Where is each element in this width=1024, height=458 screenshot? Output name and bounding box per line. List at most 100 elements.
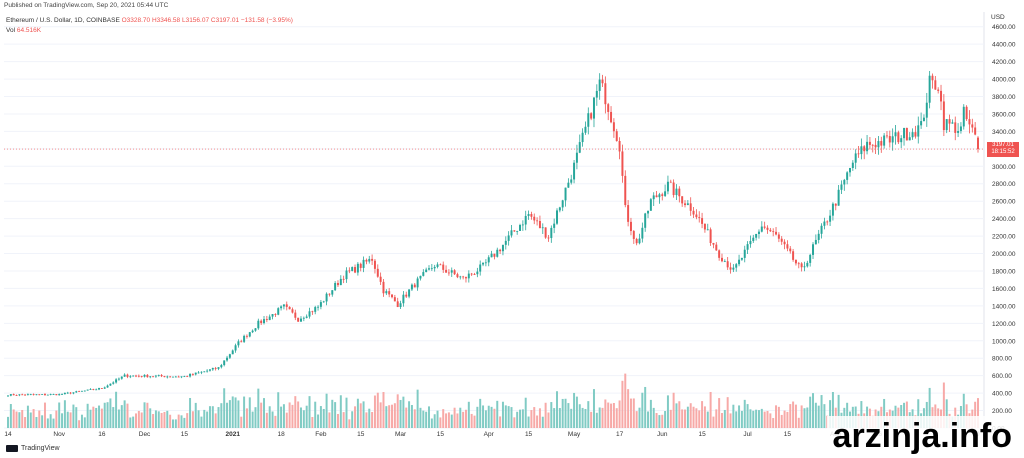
candle-body [263,319,266,324]
volume-bar [41,415,44,428]
volume-bar [519,409,522,428]
candle-body [342,278,345,280]
candle-body [379,276,382,282]
volume-bar [794,404,797,428]
volume-bar [280,406,283,428]
candle-body [777,234,780,239]
volume-bar [829,400,832,428]
volume-bar [220,403,223,428]
candle-body [607,104,610,112]
volume-bar [214,413,217,428]
volume-bar [447,412,450,428]
volume-bar [610,403,613,428]
last-price-value: 3197.01 [992,142,1014,149]
bar-countdown: 18:15:52 [991,149,1015,156]
volume-bar [21,409,24,428]
volume-bar [740,410,743,428]
candle-body [402,294,405,304]
candle-body [245,335,248,337]
candle-body [277,308,280,315]
volume-label[interactable]: Vol [6,27,16,34]
price-tick-label: 2600.00 [992,199,1016,206]
volume-bar [297,401,300,428]
candle-body [592,97,595,119]
volume-bar [29,412,32,428]
volume-bar [823,404,826,428]
volume-bar [18,412,21,428]
candle-body [388,291,391,295]
candle-body [962,106,965,127]
candle-body [112,382,115,384]
candle-body [302,317,305,319]
volume-bar [32,409,35,428]
candle-body [132,375,135,377]
candle-body [911,132,914,138]
volume-bar [393,403,396,428]
candle-body [43,394,46,395]
candle-body [447,272,450,274]
candle-body [769,229,772,232]
candle-body [934,80,937,90]
volume-bar [487,405,490,428]
volume-bar [598,407,601,428]
candle-body [726,261,729,268]
candle-body [319,302,322,307]
currency-label[interactable]: USD [991,14,1005,21]
time-tick-label: 15 [698,431,706,438]
volume-bar [501,401,504,428]
candle-body [126,374,129,377]
candle-body [558,207,561,211]
candle-body [752,237,755,241]
candle-body [729,267,732,270]
candle-body [874,144,877,148]
volume-bar [379,402,382,428]
candle-body [49,394,52,395]
candle-body [621,151,624,176]
volume-bar [962,393,965,428]
time-tick-label: Apr [484,431,495,438]
candle-body [738,259,741,265]
candle-body [428,268,430,270]
candle-body [391,294,394,298]
candle-body [331,290,334,295]
candle-body [931,75,934,81]
volume-bar [106,402,109,428]
candle-body [285,304,288,307]
candle-body [467,273,470,279]
candle-body [590,113,593,119]
volume-bar [223,388,226,428]
time-tick-label: Jun [657,431,668,438]
candle-body [843,179,846,185]
volume-bar [666,395,669,428]
volume-bar [308,396,311,428]
volume-bar [775,405,778,428]
volume-bar [342,412,345,428]
volume-bar [647,411,650,428]
volume-bar [632,398,635,428]
candle-body [260,320,263,324]
candle-body [177,376,180,378]
candle-body [604,83,607,105]
candle-body [530,214,533,217]
candle-body [223,360,226,366]
candle-body [903,127,906,139]
volume-bar [706,411,709,428]
symbol-name[interactable]: Ethereum / U.S. Dollar, 1D, COINBASE [6,17,120,24]
volume-bar [240,416,243,428]
volume-bar [63,400,66,428]
volume-bar [527,416,530,428]
candle-body [957,131,960,133]
volume-bar [254,407,257,428]
candle-body [661,194,664,196]
tradingview-footer[interactable]: TradingView [6,445,60,452]
volume-bar [331,399,334,428]
volume-bar [425,411,428,428]
volume-bar [649,399,652,428]
candle-body [123,374,126,377]
volume-bar [763,411,766,428]
candle-body [72,392,75,394]
candle-body [675,188,678,196]
price-tick-label: 1600.00 [992,286,1016,293]
volume-bar [328,412,331,428]
